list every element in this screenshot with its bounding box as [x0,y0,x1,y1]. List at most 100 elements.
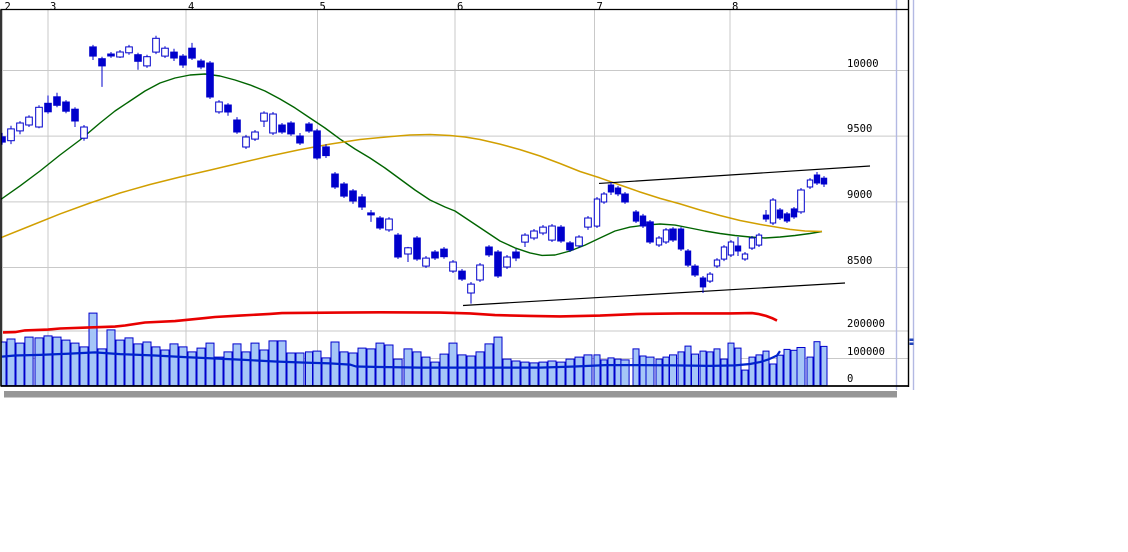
volume-bar [115,339,125,387]
volume-bar [259,349,269,387]
volume-bar [52,336,62,387]
candle-body [440,248,448,258]
candle-body [713,259,721,267]
price-axis-label: 9000 [847,188,873,201]
volume-bar [384,344,394,387]
candle-body [727,241,735,256]
scrollbar-dash [909,338,914,341]
candle-body [813,174,821,184]
x-axis-month-label: 4 [188,0,195,13]
volume-bar [312,350,322,387]
candle-body [215,101,223,113]
candle-body [646,221,654,243]
volume-bar [783,348,791,387]
volume-bar [511,360,521,387]
volume-bar [806,356,814,387]
volume-bar [699,350,707,387]
volume-bar [15,342,25,387]
candle-body [706,273,714,282]
volume-bar [632,348,640,387]
volume-bar [677,351,685,387]
price-axis-label: 10000 [847,57,879,70]
candle-body [621,193,629,203]
volume-bar [70,342,80,387]
candle-body [161,47,169,57]
volume-bar [639,355,647,387]
volume-bar [706,351,714,387]
candle-body [296,135,304,144]
candle-body [394,234,402,258]
volume-bar [556,361,566,387]
volume-bar [133,343,143,387]
candle-body [322,146,330,157]
candle-body [557,226,565,242]
volume-bar [250,342,260,387]
volume-axis-label: 0 [847,373,854,385]
candle-body [62,101,70,112]
volume-bar [34,337,44,387]
candle-body [512,251,520,259]
volume-red-overlay-line [2,310,778,334]
candle-body [25,116,33,126]
candle-body [662,229,670,243]
volume-bar [790,349,798,387]
volume-bar [448,342,458,387]
volume-bar [286,352,296,387]
volume-bar [439,353,449,387]
volume-bar [796,347,806,387]
volume-bar [741,369,749,387]
candle-body [98,58,106,67]
volume-bar [295,352,305,387]
volume-bar [412,351,422,387]
volume-bar [466,355,476,387]
candle-body [720,246,728,260]
volume-bar [820,345,828,387]
candle-body [71,108,79,122]
volume-bar [520,361,530,387]
candle-body [776,209,784,219]
candle-body [691,265,699,276]
volume-axis-label: 100000 [847,345,885,358]
candle-body [385,218,393,231]
candle-body [367,212,375,216]
ma-fast-green-line [1,73,823,257]
candle-body [340,183,348,197]
volume-bar [776,354,784,387]
volume-bar [151,346,161,387]
candle-body [593,198,601,227]
volume-bar [88,312,98,387]
candle-body [584,217,592,228]
candle-body [684,250,692,266]
candle-body [503,256,511,268]
volume-bar [502,358,512,387]
volume-bar [720,358,728,387]
volume-bar [484,343,494,387]
volume-bar [713,348,721,387]
volume-bar [813,341,821,387]
candle-body [575,236,583,247]
candle-body [820,177,828,185]
candle-body [16,122,24,132]
candle-body [677,228,685,250]
volume-bar [223,351,233,387]
candle-body [313,130,321,159]
candle-body [251,131,259,140]
x-axis-month-label: 6 [457,0,464,13]
volume-bar [430,361,440,387]
candle-body [458,270,466,280]
volume-bar [97,348,107,387]
volume-bar [178,346,188,387]
x-axis-month-label: 2 [4,0,11,13]
x-axis-month-label: 3 [50,0,57,13]
candle-body [233,119,241,133]
volume-bar [645,356,655,387]
plot-area [1,35,871,387]
candle-body [89,46,97,57]
volume-bar [393,358,403,387]
candle-body [80,126,88,139]
volume-bar [475,351,485,387]
price-axis-label: 9500 [847,123,873,136]
volume-blue-ma-line [1,350,781,369]
volume-bar [24,336,34,387]
candle-body [152,37,160,53]
